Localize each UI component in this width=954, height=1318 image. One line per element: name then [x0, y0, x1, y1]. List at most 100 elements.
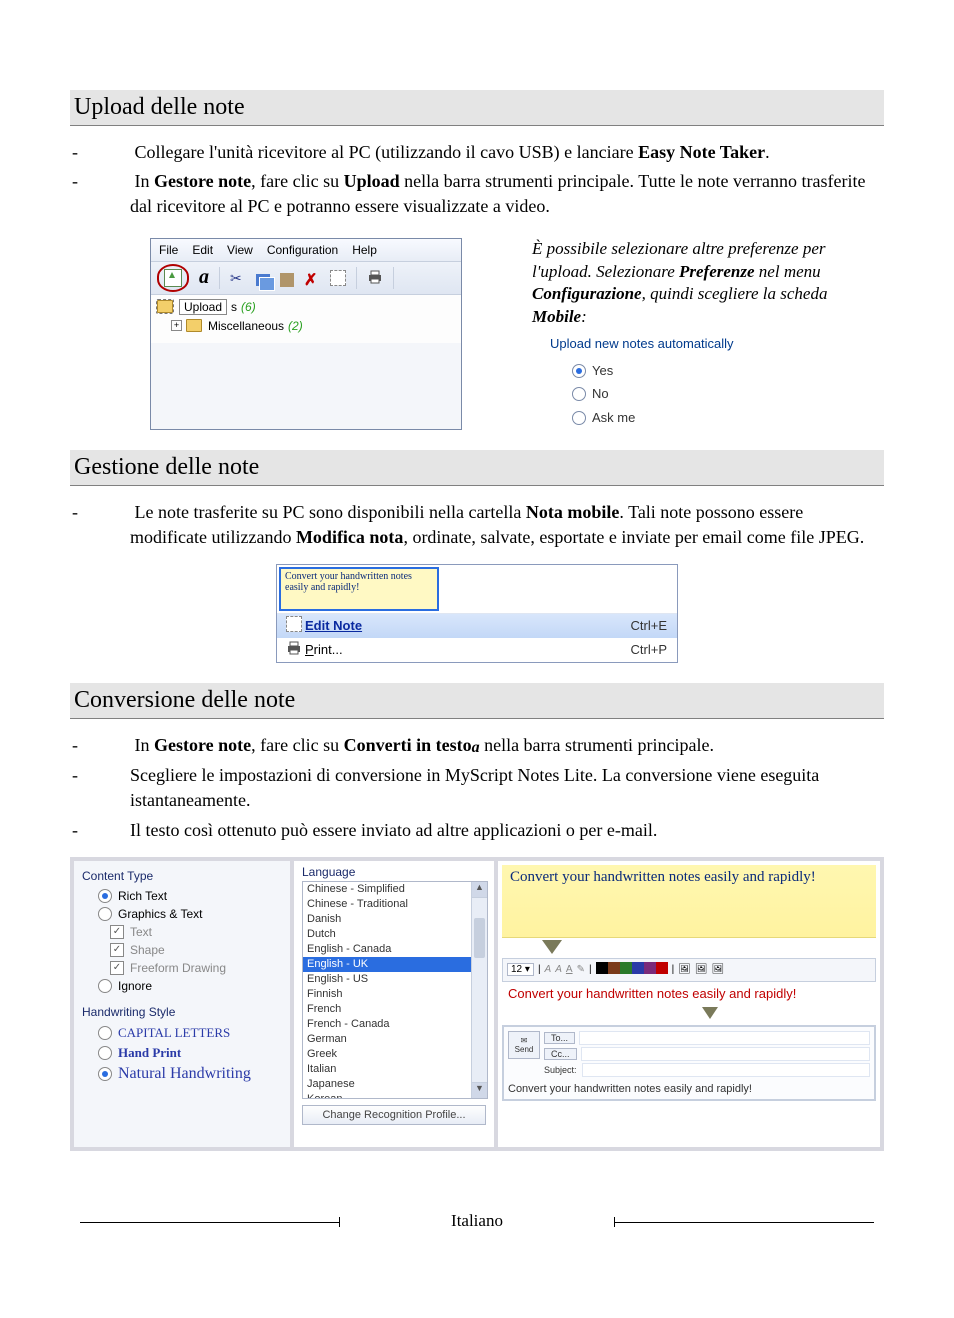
menu-help[interactable]: Help — [352, 243, 377, 257]
page-footer: Italiano — [70, 1211, 884, 1231]
checkbox-icon — [110, 961, 124, 975]
color-swatch[interactable] — [620, 962, 632, 974]
tree-root-row[interactable]: Upload s (6) — [157, 299, 455, 315]
section3-item-1: In Gestore note, fare clic su Converti i… — [70, 733, 884, 759]
tree-child-row[interactable]: + Miscellaneous (2) — [171, 319, 455, 333]
language-option[interactable]: English - US — [303, 972, 487, 987]
opt-graphics-text[interactable]: Graphics & Text — [82, 905, 282, 923]
delete-icon[interactable]: ✗ — [304, 270, 320, 286]
shortcut: Ctrl+E — [631, 618, 667, 633]
opt-handprint[interactable]: Hand Print — [82, 1043, 282, 1063]
image-icon[interactable]: 🖼 — [695, 964, 708, 975]
handwritten-sticky: Convert your handwritten notes easily an… — [502, 865, 876, 938]
menu-file[interactable]: File — [159, 243, 178, 257]
change-profile-button[interactable]: Change Recognition Profile... — [302, 1105, 486, 1125]
language-option[interactable]: Finnish — [303, 987, 487, 1002]
color-swatch[interactable] — [656, 962, 668, 974]
menubar: File Edit View Configuration Help — [151, 239, 461, 262]
bold-icon[interactable]: A — [545, 964, 552, 975]
italic-icon[interactable]: A — [555, 964, 562, 975]
section3-item-2: Scegliere le impostazioni di conversione… — [70, 763, 884, 813]
color-swatch[interactable] — [632, 962, 644, 974]
pref-askme[interactable]: Ask me — [562, 406, 884, 430]
language-option[interactable]: Dutch — [303, 927, 487, 942]
section2-item-1: Le note trasferite su PC sono disponibil… — [70, 500, 884, 550]
language-option[interactable]: Danish — [303, 912, 487, 927]
upload-prefs-panel: Upload new notes automatically Yes No As… — [532, 335, 884, 429]
image-icon[interactable]: 🖼 — [678, 964, 691, 975]
arrow-down-icon — [542, 940, 562, 954]
font-size-select[interactable]: 12 ▾ — [507, 963, 534, 976]
menu-view[interactable]: View — [227, 243, 253, 257]
tree-child-label: Miscellaneous — [208, 319, 284, 333]
language-list[interactable]: ▲ ▼ Chinese - SimplifiedChinese - Tradit… — [302, 881, 488, 1099]
upload-icon[interactable] — [164, 269, 182, 287]
language-label: Language — [294, 865, 494, 879]
arrow-down-icon — [702, 1007, 718, 1019]
language-option[interactable]: Italian — [303, 1062, 487, 1077]
language-option[interactable]: Chinese - Traditional — [303, 897, 487, 912]
language-option[interactable]: English - Canada — [303, 942, 487, 957]
scroll-down-icon[interactable]: ▼ — [472, 1082, 487, 1098]
send-button[interactable]: ✉Send — [508, 1031, 540, 1059]
language-option[interactable]: Japanese — [303, 1077, 487, 1092]
image-icon[interactable]: 🖼 — [712, 964, 725, 975]
opt-freeform[interactable]: Freeform Drawing — [82, 959, 282, 977]
language-option[interactable]: Chinese - Simplified — [303, 882, 487, 897]
expand-icon[interactable]: + — [171, 320, 182, 331]
cc-field[interactable] — [581, 1047, 870, 1061]
pref-yes[interactable]: Yes — [562, 359, 884, 383]
language-option[interactable]: English - UK — [303, 957, 487, 972]
to-field[interactable] — [579, 1031, 870, 1045]
language-option[interactable]: Korean — [303, 1092, 487, 1099]
language-option[interactable]: French — [303, 1002, 487, 1017]
print-icon[interactable] — [367, 270, 383, 286]
scroll-thumb[interactable] — [474, 918, 485, 958]
section3-list: In Gestore note, fare clic su Converti i… — [70, 733, 884, 843]
color-swatch[interactable] — [608, 962, 620, 974]
language-option[interactable]: German — [303, 1032, 487, 1047]
note-icon — [283, 616, 305, 635]
convert-to-text-icon[interactable]: a — [199, 266, 209, 289]
highlight-icon[interactable]: ✎ — [577, 964, 585, 975]
scrollbar[interactable]: ▲ ▼ — [471, 882, 487, 1098]
pref-no[interactable]: No — [562, 382, 884, 406]
section2-list: Le note trasferite su PC sono disponibil… — [70, 500, 884, 550]
shortcut: Ctrl+P — [631, 642, 667, 657]
cc-button[interactable]: Cc... — [544, 1048, 577, 1060]
checkbox-icon — [110, 925, 124, 939]
language-option[interactable]: Greek — [303, 1047, 487, 1062]
underline-icon[interactable]: A — [566, 964, 573, 975]
color-swatch[interactable] — [644, 962, 656, 974]
new-note-icon[interactable] — [330, 270, 346, 286]
opt-natural[interactable]: Natural Handwriting — [82, 1063, 282, 1085]
opt-ignore[interactable]: Ignore — [82, 977, 282, 995]
paste-icon[interactable] — [280, 273, 294, 287]
email-body[interactable]: Convert your handwritten notes easily an… — [508, 1083, 870, 1095]
copy-icon[interactable] — [256, 274, 270, 286]
color-swatch[interactable] — [596, 962, 608, 974]
opt-text[interactable]: Text — [82, 923, 282, 941]
opt-capital[interactable]: CAPITAL LETTERS — [82, 1023, 282, 1043]
cut-icon[interactable]: ✂ — [230, 270, 246, 286]
section3-item-3: Il testo così ottenuto può essere inviat… — [70, 818, 884, 843]
separator-icon — [393, 267, 394, 289]
folder-icon — [186, 319, 202, 332]
radio-icon — [98, 889, 112, 903]
opt-shape[interactable]: Shape — [82, 941, 282, 959]
menu-config[interactable]: Configuration — [267, 243, 338, 257]
radio-icon — [98, 979, 112, 993]
divider-icon — [614, 1222, 874, 1223]
menu-edit[interactable]: Edit — [192, 243, 213, 257]
checkbox-icon — [110, 943, 124, 957]
ctx-edit-note[interactable]: Edit Note Ctrl+E — [277, 614, 677, 638]
radio-icon — [98, 1046, 112, 1060]
to-button[interactable]: To... — [544, 1032, 575, 1044]
note-thumbnail[interactable]: Convert your handwritten notes easily an… — [279, 567, 439, 611]
scroll-up-icon[interactable]: ▲ — [472, 882, 487, 898]
language-option[interactable]: French - Canada — [303, 1017, 487, 1032]
ctx-print[interactable]: PPrint...rint... Ctrl+P — [277, 638, 677, 662]
print-icon — [283, 641, 305, 658]
subject-field[interactable] — [582, 1063, 870, 1077]
opt-rich-text[interactable]: Rich Text — [82, 887, 282, 905]
